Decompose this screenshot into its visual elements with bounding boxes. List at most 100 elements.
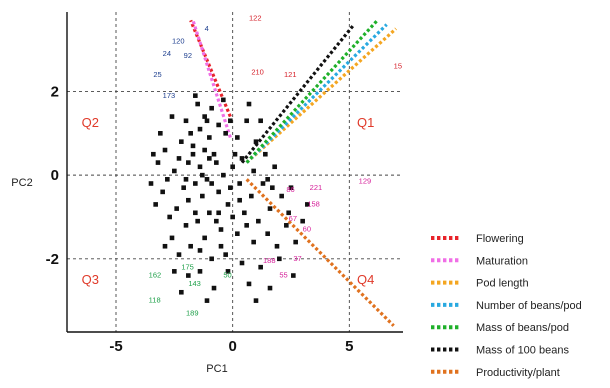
point-label: 37 xyxy=(293,254,301,263)
score-point xyxy=(218,243,224,249)
score-point xyxy=(188,243,193,249)
score-point xyxy=(202,147,207,153)
legend-label: Mass of beans/pod xyxy=(476,322,569,334)
score-point xyxy=(239,156,245,161)
score-point xyxy=(235,135,240,140)
loading-vector-maturation xyxy=(191,19,232,138)
score-point xyxy=(293,239,298,245)
quadrant-labels: Q1 Q2 Q3 Q4 xyxy=(82,115,375,287)
score-point xyxy=(153,202,158,207)
score-point xyxy=(246,281,252,287)
score-point xyxy=(207,210,212,216)
score-point xyxy=(193,93,198,98)
score-point xyxy=(200,172,205,178)
x-tick-label: 5 xyxy=(345,338,353,355)
score-point xyxy=(284,223,289,228)
score-point xyxy=(190,143,196,149)
score-point xyxy=(167,214,172,220)
score-point xyxy=(223,131,228,136)
score-point xyxy=(197,126,203,132)
score-point xyxy=(277,256,282,262)
tick-labels: -5 0 5 2 0 -2 xyxy=(46,83,354,355)
score-point xyxy=(162,147,168,153)
score-point xyxy=(190,151,196,157)
score-point xyxy=(216,189,221,195)
loading-vector-pod-length xyxy=(245,27,398,164)
score-point xyxy=(197,164,203,170)
score-point xyxy=(253,139,259,144)
legend-label: Maturation xyxy=(476,255,528,267)
score-point xyxy=(214,218,219,224)
score-point xyxy=(174,206,179,211)
y-tick-label: 2 xyxy=(51,83,59,100)
score-point xyxy=(265,231,270,236)
quadrant-label: Q1 xyxy=(357,115,374,130)
score-point xyxy=(151,151,156,157)
score-point xyxy=(186,160,191,165)
score-point xyxy=(270,185,275,190)
quadrant-label: Q3 xyxy=(82,272,99,287)
score-point xyxy=(251,239,256,245)
score-point xyxy=(148,181,154,186)
score-point xyxy=(221,172,226,178)
score-point xyxy=(305,202,310,207)
score-point xyxy=(263,151,268,157)
score-point xyxy=(288,185,294,190)
score-point xyxy=(176,252,182,257)
point-label: 175 xyxy=(181,262,194,271)
score-point xyxy=(181,185,186,190)
legend-label: Flowering xyxy=(476,233,524,245)
score-point xyxy=(183,223,189,228)
score-point xyxy=(186,197,191,203)
point-label: 118 xyxy=(149,296,161,305)
legend-label: Number of beans/pod xyxy=(476,300,582,312)
x-axis-title: PC1 xyxy=(206,363,227,375)
score-point xyxy=(169,235,175,241)
score-point xyxy=(228,118,233,124)
loading-vector-number-of-beans-pod xyxy=(245,23,388,164)
x-tick-label: -5 xyxy=(109,338,122,355)
point-label: 129 xyxy=(359,177,372,186)
score-point xyxy=(204,298,210,303)
score-point xyxy=(221,97,226,103)
score-point xyxy=(179,139,184,144)
score-point xyxy=(237,197,242,203)
score-point xyxy=(216,122,221,128)
point-label: 25 xyxy=(153,70,161,79)
legend-label: Productivity/plant xyxy=(476,367,560,379)
point-label: 4 xyxy=(205,24,209,33)
y-tick-label: -2 xyxy=(46,251,59,268)
score-point xyxy=(209,181,214,186)
score-point xyxy=(183,177,189,182)
score-point xyxy=(291,273,296,278)
score-point xyxy=(176,156,182,161)
score-point xyxy=(244,223,249,228)
point-label: 86 xyxy=(286,185,294,194)
loading-vector-productivity-plant xyxy=(245,178,395,327)
point-label: 122 xyxy=(249,13,262,22)
score-point xyxy=(172,269,177,274)
score-point xyxy=(274,243,280,249)
score-point xyxy=(232,151,238,157)
quadrant-label: Q2 xyxy=(82,115,99,130)
point-label: 189 xyxy=(186,308,199,317)
score-point xyxy=(197,248,203,253)
score-point xyxy=(267,285,273,291)
score-point xyxy=(202,114,207,119)
score-point xyxy=(165,177,170,182)
score-point xyxy=(158,131,163,136)
plot-frame xyxy=(66,12,403,333)
point-label: 210 xyxy=(251,68,264,77)
point-label: 121 xyxy=(284,70,297,79)
point-label: 50 xyxy=(223,271,231,280)
score-points xyxy=(148,93,310,303)
score-point xyxy=(204,118,210,124)
point-label: 173 xyxy=(163,91,176,100)
score-point xyxy=(197,269,203,274)
score-point xyxy=(195,101,200,107)
score-point xyxy=(230,164,235,170)
score-point xyxy=(242,210,247,216)
score-point xyxy=(179,289,184,295)
score-point xyxy=(239,260,245,266)
